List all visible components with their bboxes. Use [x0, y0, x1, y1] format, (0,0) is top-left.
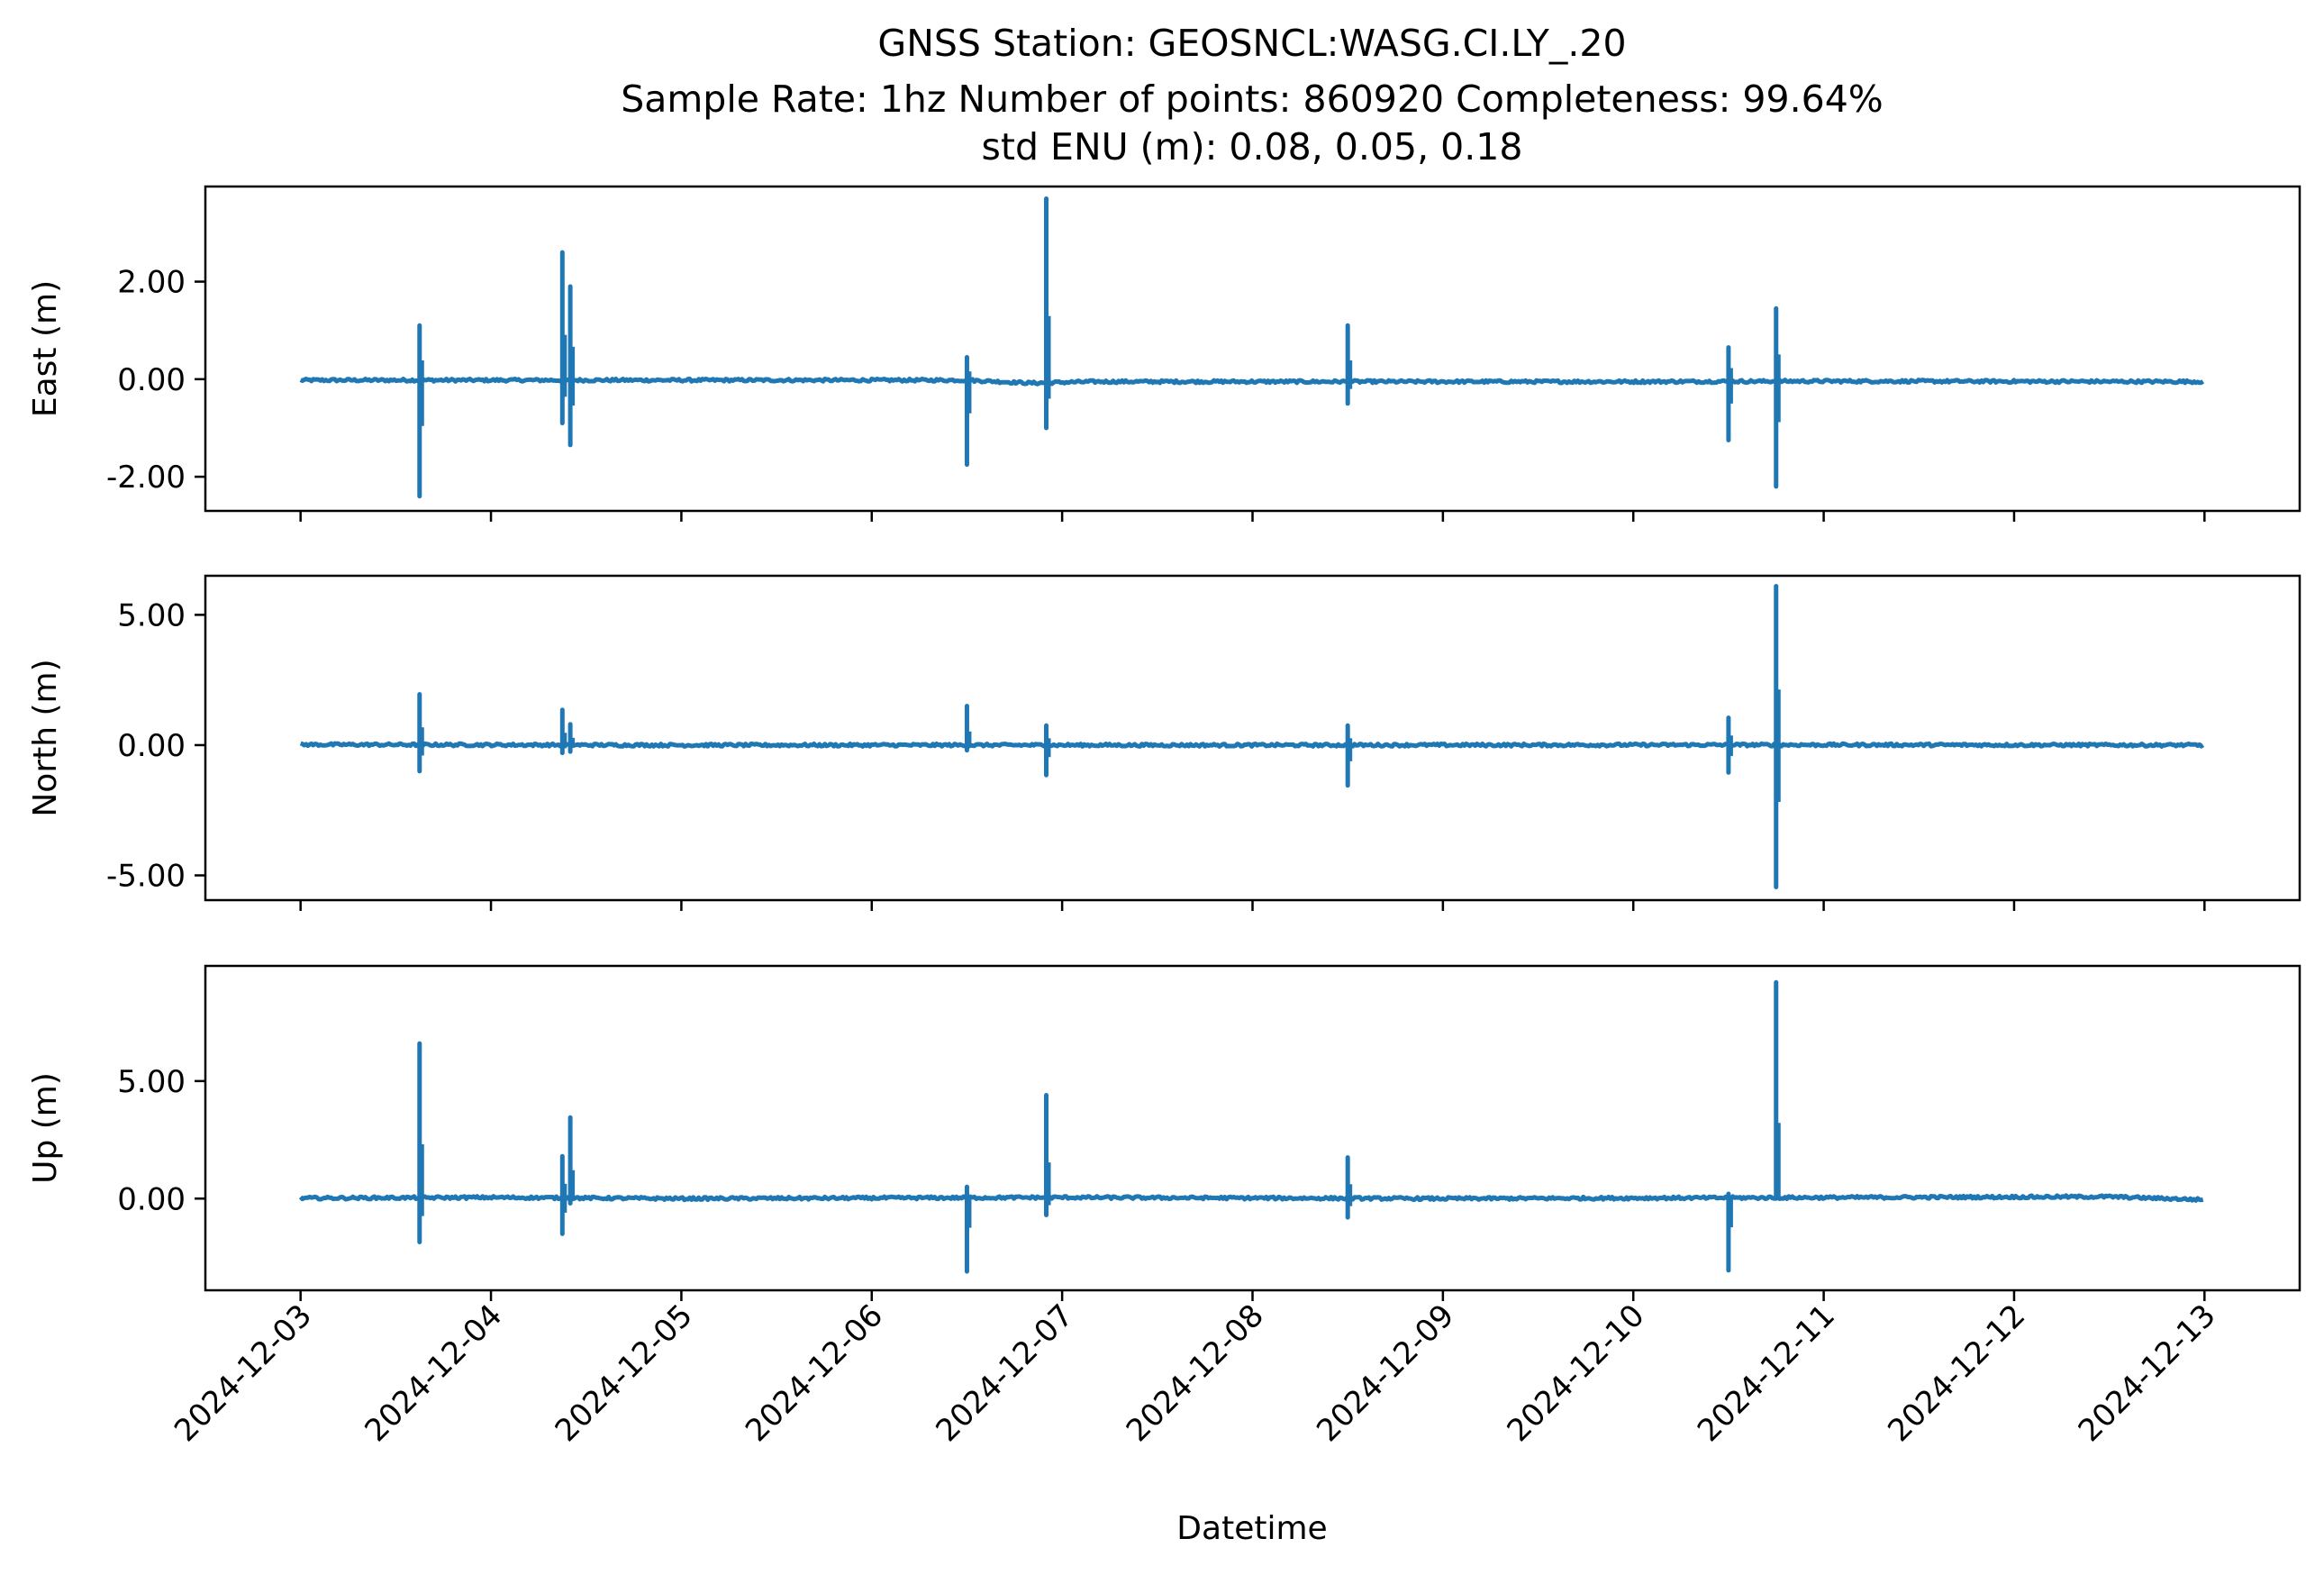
chart-title: GNSS Station: GEOSNCL:WASG.CI.LY_.20 Sam… [621, 22, 1884, 168]
y-tick-label: 5.00 [117, 1064, 186, 1100]
y-tick-label: 0.00 [117, 728, 186, 764]
series-line [299, 741, 2205, 749]
x-axis-label: Datetime [1176, 1510, 1327, 1547]
series-3 [298, 979, 2204, 1274]
y-tick-label: 5.00 [117, 597, 186, 633]
series-2 [299, 584, 2205, 890]
title-line-1: GNSS Station: GEOSNCL:WASG.CI.LY_.20 [877, 22, 1626, 65]
panel-1: 2.00 0.00 -2.00 East (m) [27, 185, 2301, 522]
y-tick-label: 2.00 [117, 265, 186, 301]
title-line-2: Sample Rate: 1hz Number of points: 86092… [621, 77, 1884, 121]
y-axis-label: North (m) [27, 659, 64, 816]
y-tick-label: 0.00 [117, 362, 186, 398]
y-axis-label: East (m) [27, 280, 64, 417]
series-line [298, 1193, 2204, 1203]
panel-2: 5.00 0.00 -5.00 North (m) [27, 574, 2301, 911]
panels: 2.00 0.00 -2.00 East (m) 5.00 0.00 -5.00 North … [27, 185, 2301, 1301]
series-line [299, 377, 2205, 387]
series-1 [299, 196, 2205, 499]
panel-3: 5.00 0.00 Up (m) [27, 964, 2301, 1301]
title-line-3: std ENU (m): 0.08, 0.05, 0.18 [982, 125, 1523, 168]
y-tick-label: -5.00 [106, 859, 186, 895]
y-tick-label: -2.00 [106, 460, 186, 496]
y-axis-label: Up (m) [27, 1072, 64, 1184]
y-tick-label: 0.00 [117, 1181, 186, 1217]
